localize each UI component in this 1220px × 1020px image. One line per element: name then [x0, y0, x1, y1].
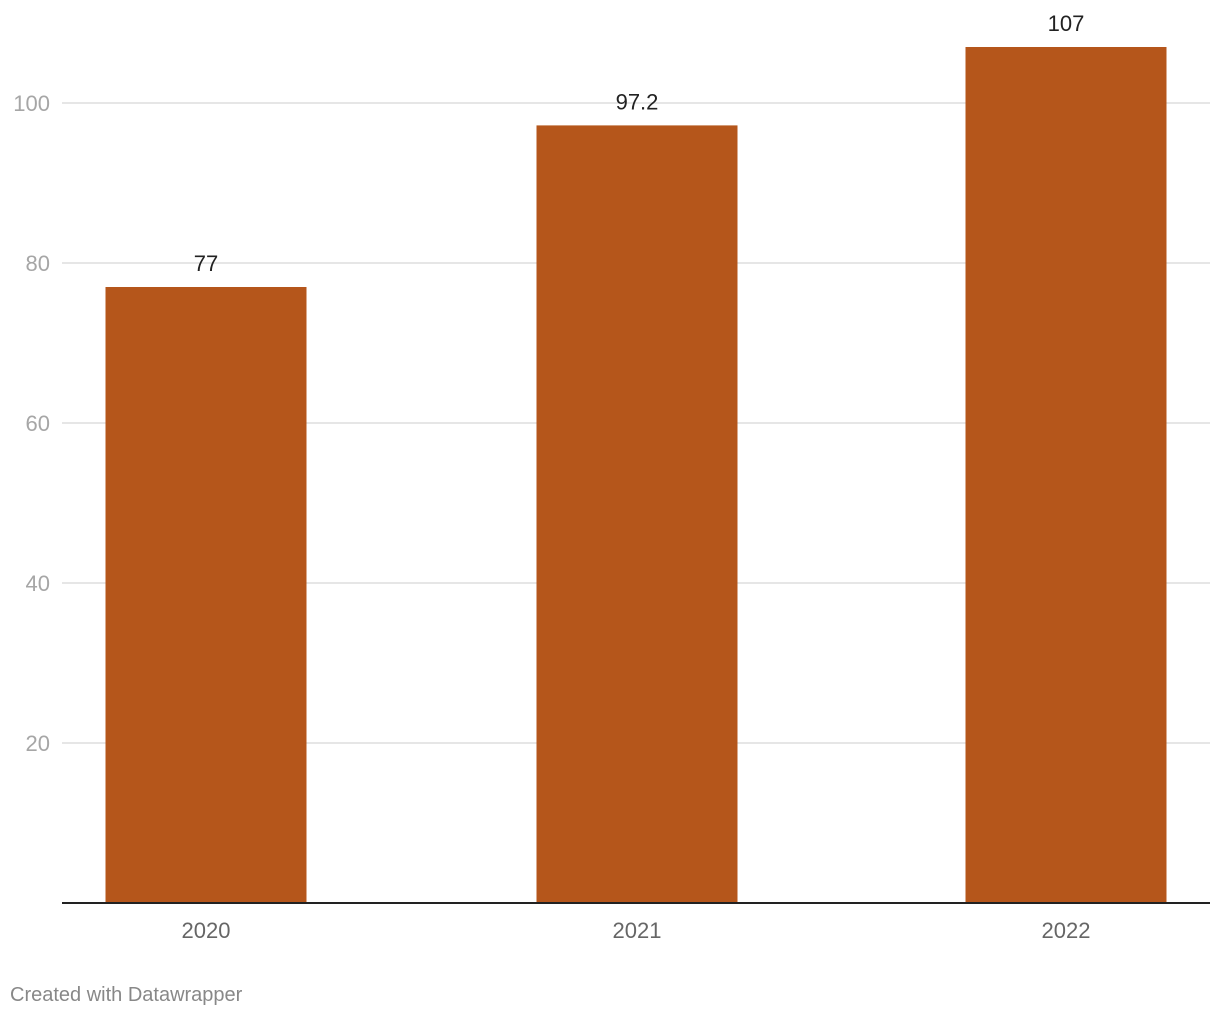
value-labels: 77 97.2 107 [194, 11, 1085, 276]
y-tick-label: 60 [26, 411, 50, 436]
x-tick-label-2021: 2021 [613, 918, 662, 943]
datawrapper-credit[interactable]: Created with Datawrapper [10, 984, 243, 1006]
bar-2020 [105, 287, 307, 903]
bars [105, 47, 1167, 903]
value-label-2020: 77 [194, 251, 218, 276]
y-tick-label: 80 [26, 251, 50, 276]
x-tick-label-2020: 2020 [182, 918, 231, 943]
y-tick-label: 100 [13, 91, 50, 116]
value-label-2021: 97.2 [616, 89, 659, 114]
y-axis-ticks: 20 40 60 80 100 [13, 91, 50, 756]
bar-2022 [965, 47, 1167, 903]
value-label-2022: 107 [1048, 11, 1085, 36]
bar-2021 [536, 125, 738, 903]
x-tick-label-2022: 2022 [1042, 918, 1091, 943]
y-tick-label: 40 [26, 571, 50, 596]
y-tick-label: 20 [26, 731, 50, 756]
x-axis-ticks: 2020 2021 2022 [182, 918, 1091, 943]
